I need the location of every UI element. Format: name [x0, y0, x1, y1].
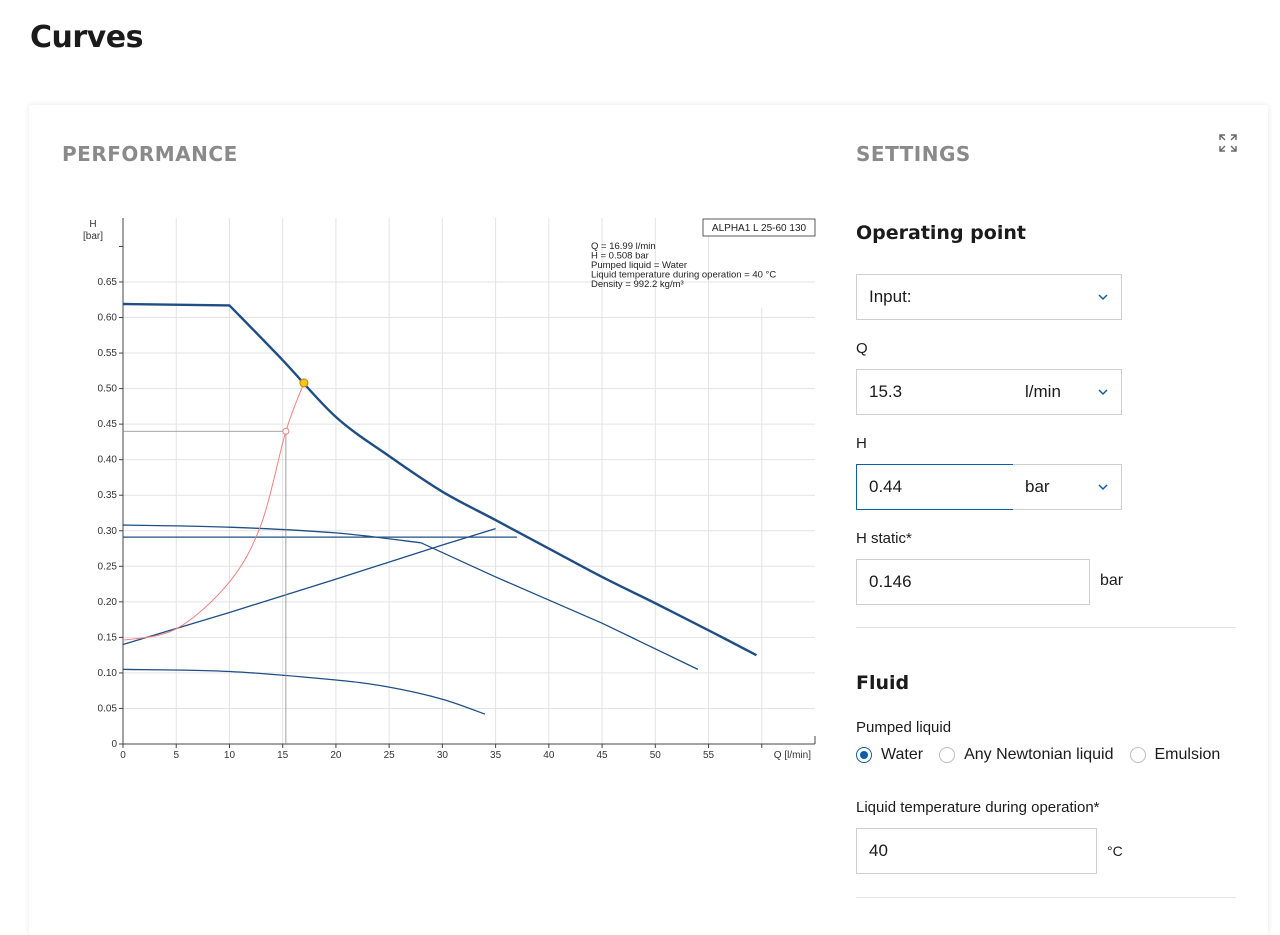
x-axis-label: Q [l/min] [774, 750, 811, 761]
settings-title: SETTINGS [856, 142, 971, 166]
radio-any-newtonian-label: Any Newtonian liquid [964, 746, 1114, 763]
duty-point [299, 378, 309, 388]
x-tick-label: 15 [277, 750, 289, 761]
radio-emulsion[interactable]: Emulsion [1129, 746, 1221, 764]
q-input[interactable] [856, 369, 1014, 415]
y-tick-label: 0.10 [98, 668, 118, 679]
x-tick-label: 30 [437, 750, 449, 761]
h-unit-value: bar [1025, 477, 1050, 496]
proportional-pressure-line [122, 528, 496, 646]
q-unit-value: l/min [1025, 382, 1061, 401]
y-tick-label: 0.45 [98, 419, 118, 430]
h-static-label: H static* [856, 530, 912, 547]
expand-icon[interactable] [1218, 133, 1238, 153]
info-line: H = 0.508 bar [591, 251, 649, 262]
radio-checked-icon [856, 747, 872, 763]
info-line: Pumped liquid = Water [591, 260, 687, 271]
y-tick-label: 0.30 [98, 526, 118, 537]
temperature-input[interactable] [856, 828, 1097, 874]
section-divider [856, 627, 1236, 628]
x-tick-label: 20 [330, 750, 342, 761]
requested-point [282, 427, 290, 435]
x-tick-label: 55 [703, 750, 715, 761]
y-axis-unit: [bar] [83, 231, 103, 242]
pump-label: ALPHA1 L 25-60 130 [712, 223, 807, 234]
info-line: Q = 16.99 l/min [591, 241, 656, 252]
pumped-liquid-radio-group: Water Any Newtonian liquid Emulsion [856, 746, 1236, 764]
y-tick-label: 0.65 [98, 277, 118, 288]
performance-chart: 0 0.05 0.10 0.15 0.20 0.25 0.30 0.35 0.40 0.45 0.5… [80, 210, 820, 770]
h-static-input[interactable] [856, 559, 1090, 605]
q-label: Q [856, 340, 868, 357]
y-tick-label: 0.05 [98, 703, 118, 714]
radio-water[interactable]: Water [856, 746, 923, 764]
x-tick-label: 10 [224, 750, 236, 761]
temperature-unit: °C [1107, 843, 1123, 859]
y-tick-label: 0.55 [98, 348, 118, 359]
pump-label-box [702, 218, 816, 237]
y-axis-label: H [89, 219, 96, 230]
radio-unchecked-icon [939, 747, 956, 763]
info-line: Density = 992.2 kg/m³ [591, 279, 684, 290]
pumped-liquid-label: Pumped liquid [856, 719, 952, 736]
h-label: H [856, 435, 867, 452]
q-unit-select[interactable]: l/min [1013, 369, 1122, 415]
x-tick-label: 45 [597, 750, 609, 761]
h-unit-select[interactable]: bar [1013, 464, 1122, 510]
h-input[interactable] [856, 464, 1014, 510]
min-curve-line [122, 668, 486, 715]
fluid-title: Fluid [856, 672, 910, 694]
speed-curve-2-line [122, 524, 699, 670]
info-line: Liquid temperature during operation = 40… [591, 270, 776, 281]
chevron-down-icon [1098, 294, 1108, 301]
y-tick-label: 0.15 [98, 632, 118, 643]
radio-water-label: Water [881, 746, 924, 763]
performance-title: PERFORMANCE [62, 142, 238, 166]
y-tick-label: 0 [111, 739, 117, 750]
radio-unchecked-icon [1129, 747, 1146, 763]
pump-curve-chart: 0 0.05 0.10 0.15 0.20 0.25 0.30 0.35 0.40 0.45 0.5… [83, 218, 816, 761]
chevron-down-icon [1098, 484, 1108, 491]
y-tick-label: 0.60 [98, 313, 118, 324]
x-tick-label: 5 [173, 750, 179, 761]
section-divider [856, 897, 1236, 898]
chevron-down-icon [1098, 389, 1108, 396]
y-tick-label: 0.40 [98, 455, 118, 466]
input-select-value: Input: [869, 287, 912, 306]
curves-card [29, 105, 1268, 935]
x-tick-label: 40 [543, 750, 555, 761]
page-title: Curves [30, 20, 143, 55]
y-tick-label: 0.50 [98, 384, 118, 395]
operating-point-title: Operating point [856, 222, 1026, 244]
temperature-label: Liquid temperature during operation* [856, 799, 1100, 816]
y-tick-label: 0.25 [98, 561, 118, 572]
x-tick-label: 35 [490, 750, 502, 761]
x-tick-label: 0 [120, 750, 126, 761]
input-select[interactable]: Input: [856, 274, 1122, 320]
radio-emulsion-label: Emulsion [1154, 746, 1221, 763]
y-tick-label: 0.20 [98, 597, 118, 608]
x-tick-label: 25 [384, 750, 396, 761]
h-static-unit: bar [1100, 572, 1124, 589]
y-tick-label: 0.35 [98, 490, 118, 501]
max-curve-line [122, 302, 757, 657]
x-tick-label: 50 [650, 750, 662, 761]
radio-any-newtonian-liquid[interactable]: Any Newtonian liquid [939, 746, 1114, 764]
